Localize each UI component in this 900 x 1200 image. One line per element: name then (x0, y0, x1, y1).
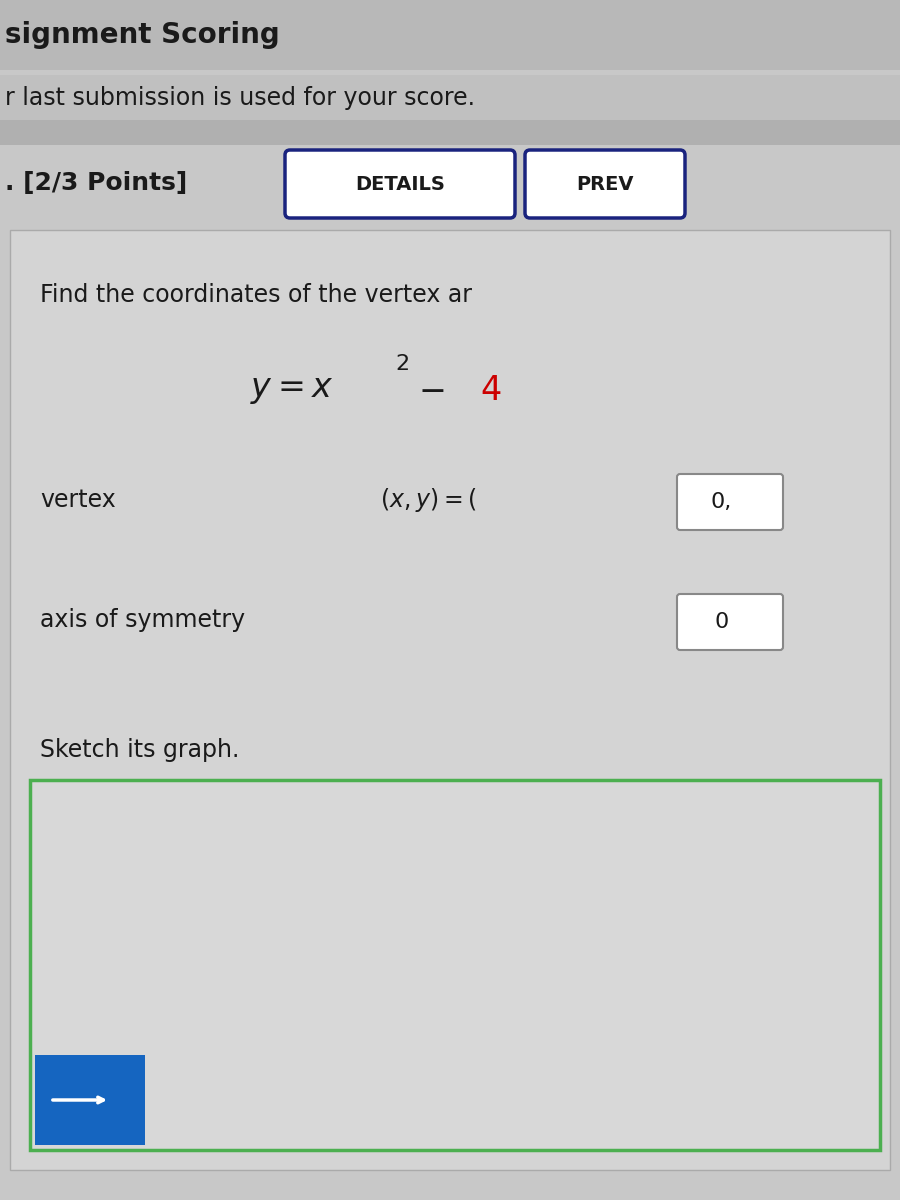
Text: r last submission is used for your score.: r last submission is used for your score… (5, 86, 475, 110)
FancyBboxPatch shape (285, 150, 515, 218)
Text: PREV: PREV (576, 174, 634, 193)
Text: $-$: $-$ (418, 373, 445, 407)
FancyBboxPatch shape (677, 474, 783, 530)
FancyBboxPatch shape (10, 230, 890, 1170)
FancyBboxPatch shape (0, 120, 900, 145)
Text: 0: 0 (715, 612, 729, 632)
FancyBboxPatch shape (30, 780, 880, 1150)
FancyBboxPatch shape (0, 0, 900, 70)
Text: axis of symmetry: axis of symmetry (40, 608, 245, 632)
Text: DETAILS: DETAILS (356, 174, 445, 193)
Text: 2: 2 (395, 354, 410, 374)
Text: 4: 4 (480, 373, 501, 407)
Text: 0,: 0, (710, 492, 731, 512)
Text: . [2/3 Points]: . [2/3 Points] (5, 170, 187, 194)
Text: Sketch its graph.: Sketch its graph. (40, 738, 239, 762)
FancyBboxPatch shape (677, 594, 783, 650)
Text: vertex: vertex (40, 488, 116, 512)
Text: Find the coordinates of the vertex ar: Find the coordinates of the vertex ar (40, 283, 472, 307)
FancyBboxPatch shape (0, 145, 900, 220)
FancyBboxPatch shape (525, 150, 685, 218)
FancyBboxPatch shape (35, 1055, 145, 1145)
Text: signment Scoring: signment Scoring (5, 20, 280, 49)
FancyBboxPatch shape (0, 74, 900, 120)
Text: $(x, y) = ($: $(x, y) = ($ (380, 486, 477, 514)
Text: $y = x$: $y = x$ (250, 373, 334, 407)
